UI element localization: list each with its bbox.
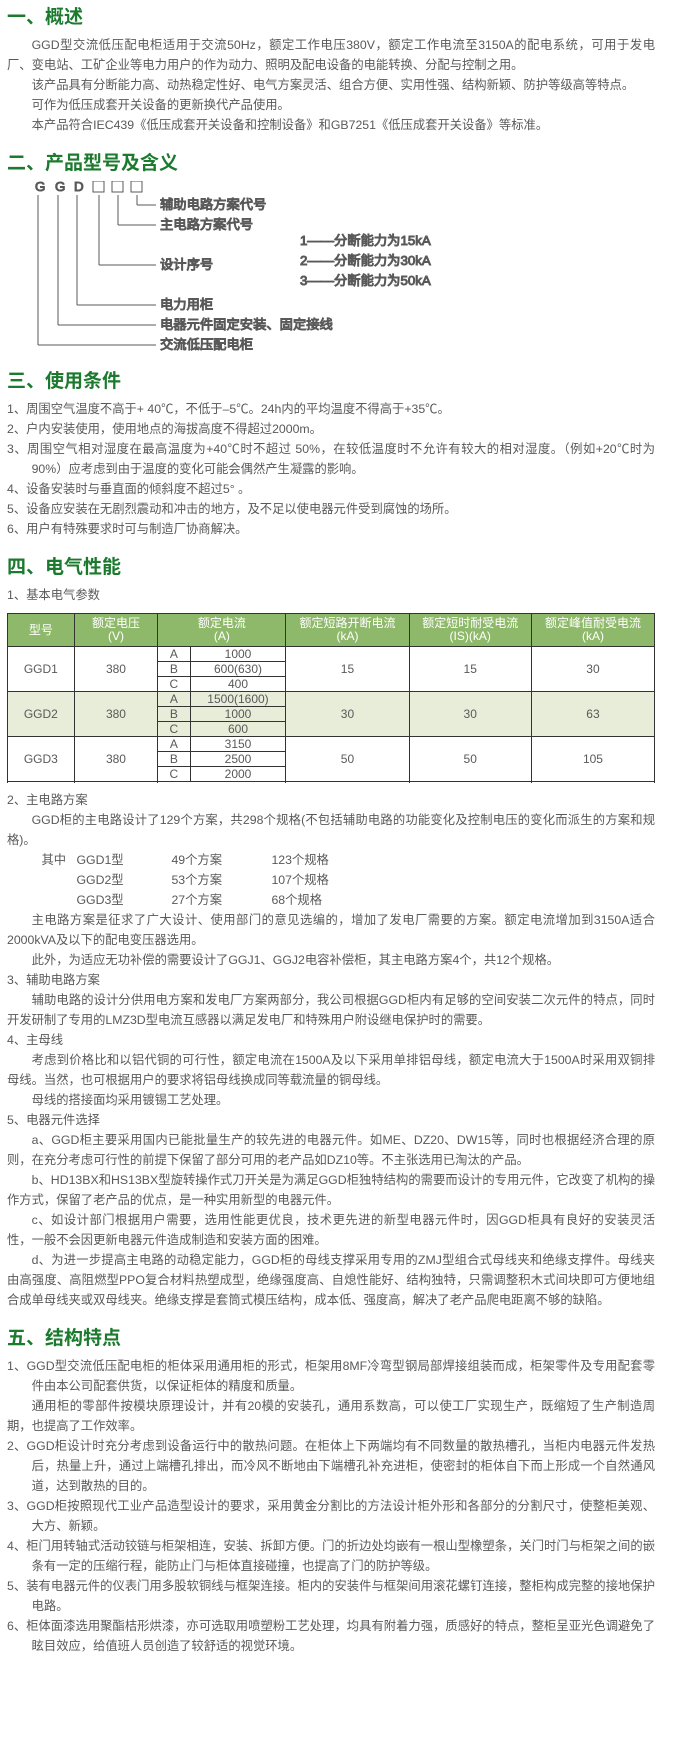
svg-text:主电路方案代号: 主电路方案代号 <box>160 217 253 232</box>
svg-text:1——分断能力为15kA: 1——分断能力为15kA <box>300 233 431 248</box>
svg-text:设计序号: 设计序号 <box>160 257 213 272</box>
svg-text:G: G <box>55 181 65 194</box>
svg-text:交流低压配电柜: 交流低压配电柜 <box>160 336 253 352</box>
svg-text:辅助电路方案代号: 辅助电路方案代号 <box>160 197 266 212</box>
svg-text:2——分断能力为30kA: 2——分断能力为30kA <box>300 253 431 268</box>
svg-text:电器元件固定安装、固定接线: 电器元件固定安装、固定接线 <box>160 316 333 332</box>
svg-text:D: D <box>74 181 84 194</box>
svg-text:3——分断能力为50kA: 3——分断能力为50kA <box>300 273 431 288</box>
svg-text:电力用柜: 电力用柜 <box>160 297 213 312</box>
svg-text:G: G <box>35 181 45 194</box>
